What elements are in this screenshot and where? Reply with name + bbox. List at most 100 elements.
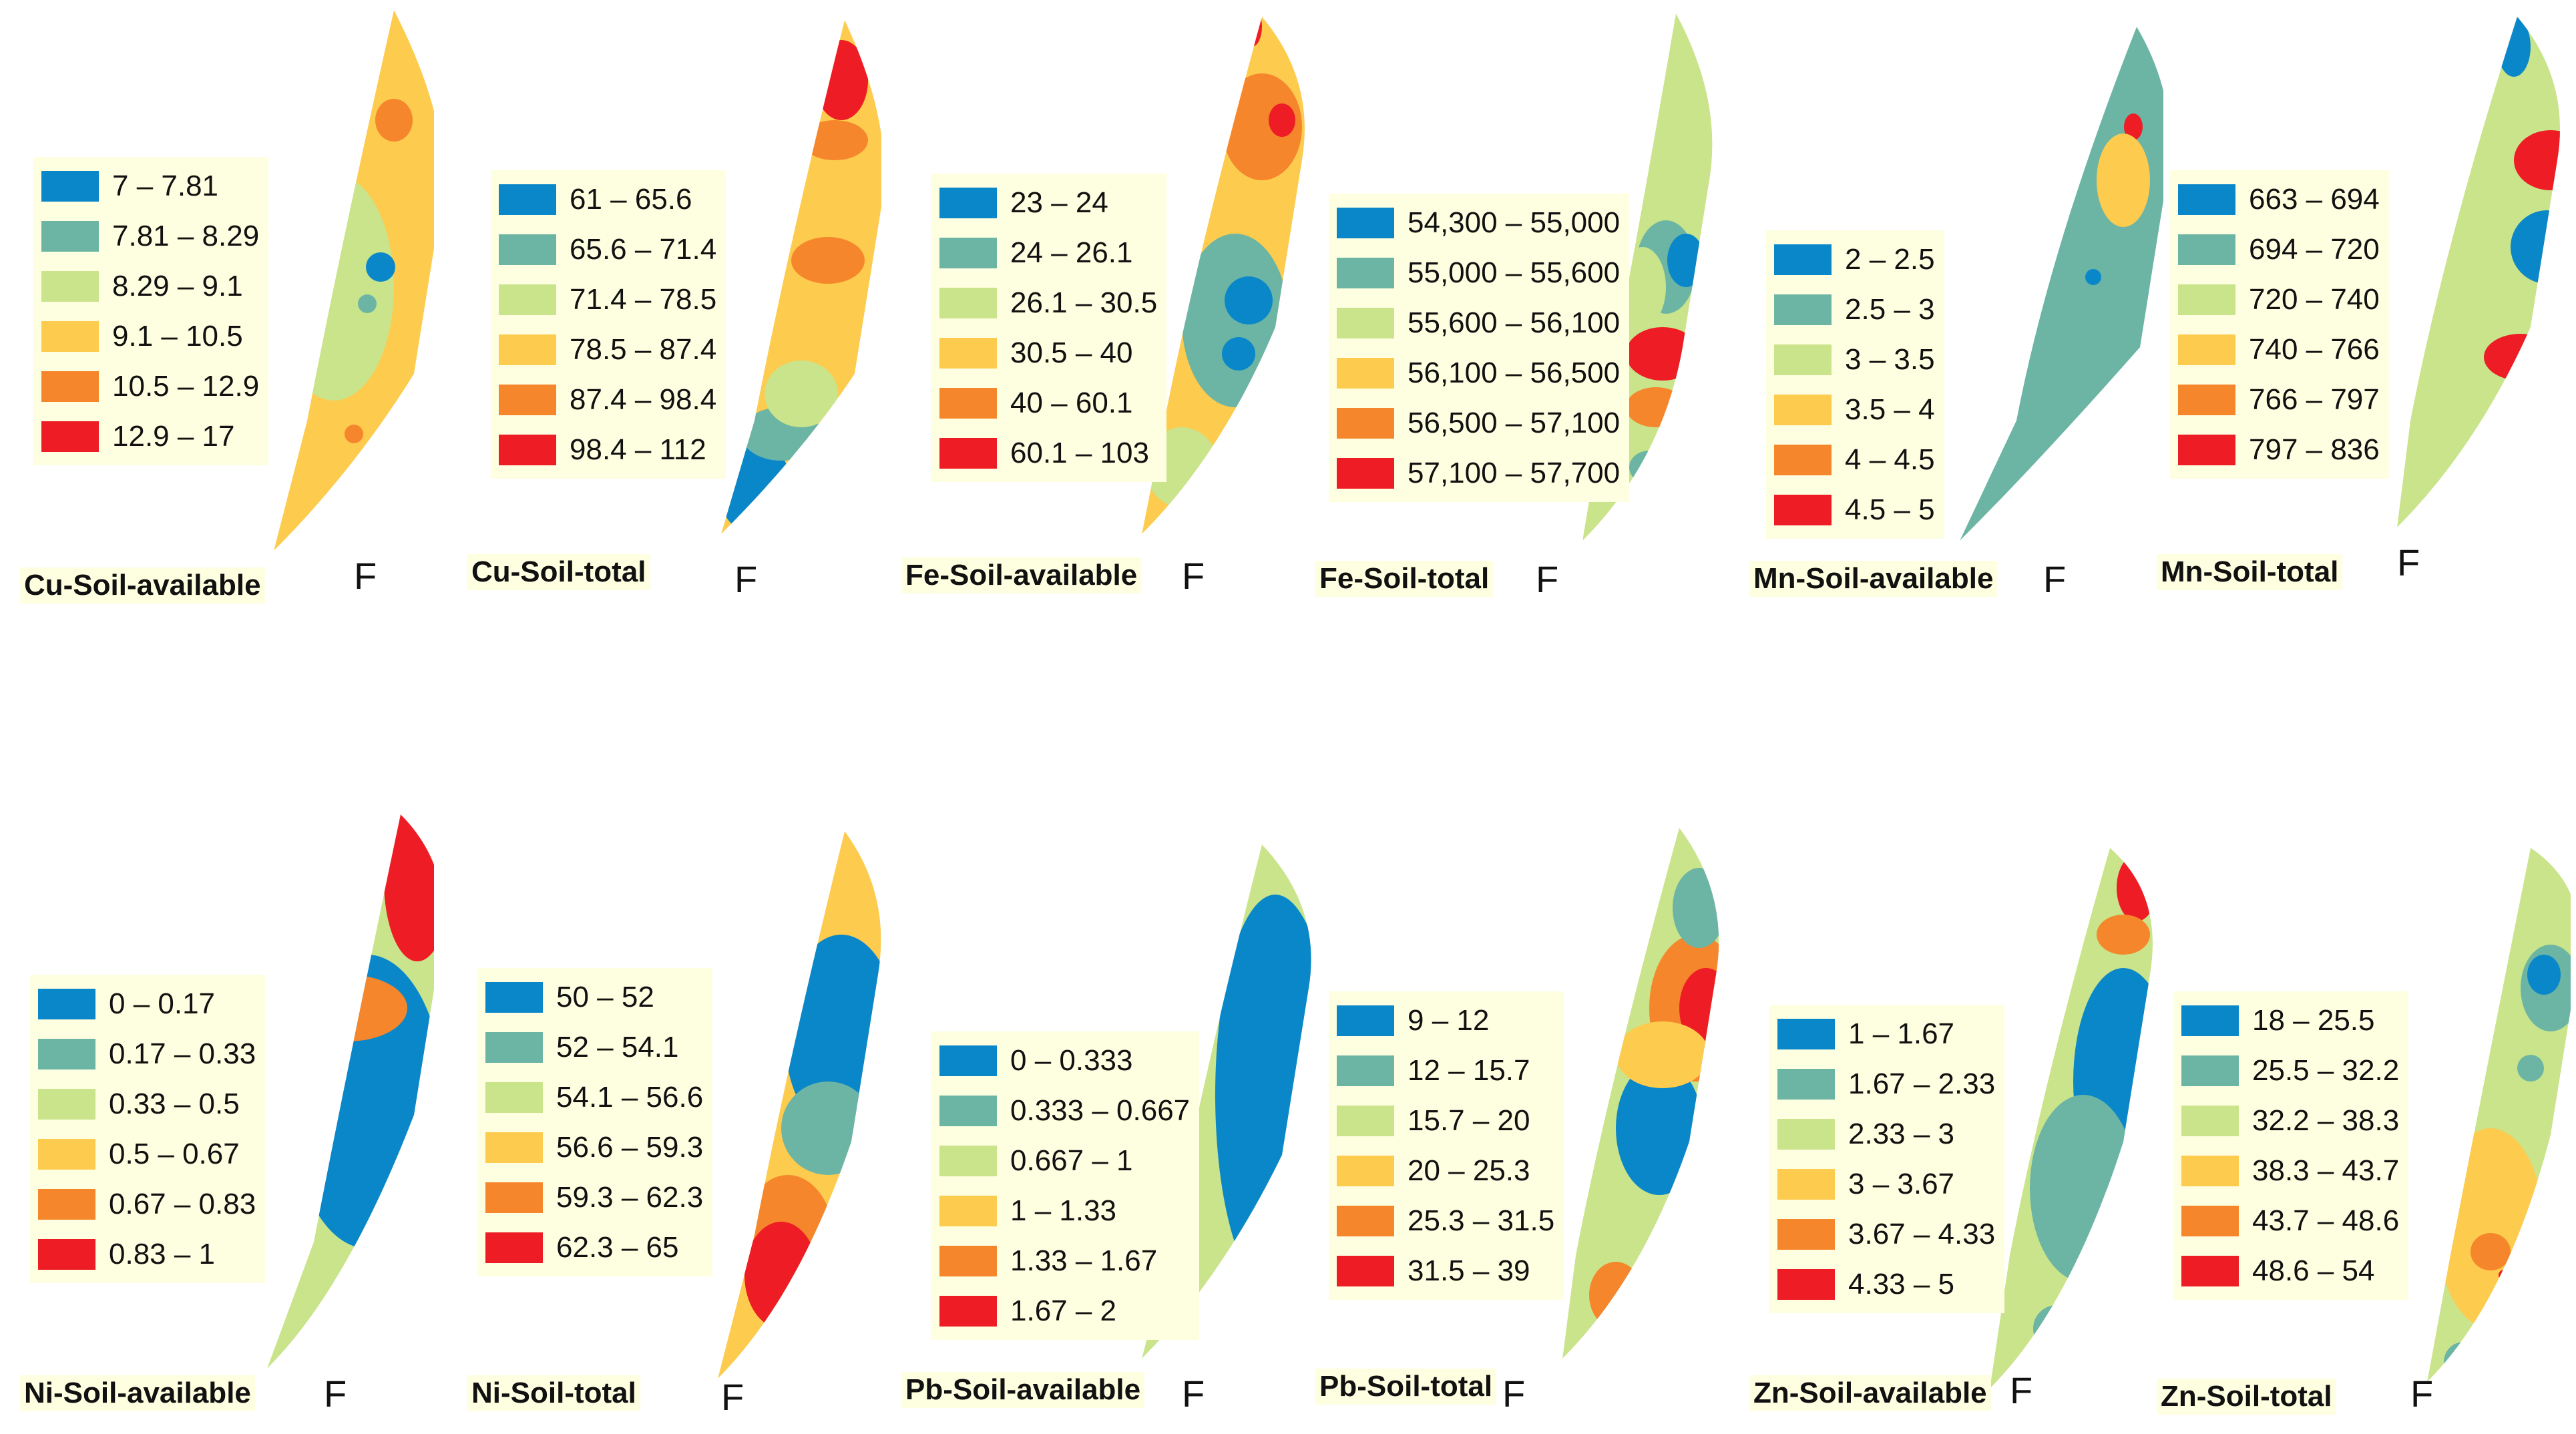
map-title: Cu-Soil-total bbox=[467, 554, 650, 590]
legend-label: 3 – 3.67 bbox=[1848, 1167, 1955, 1200]
legend-label: 3 – 3.5 bbox=[1845, 342, 1935, 376]
map-base-zone bbox=[2427, 848, 2571, 1382]
concentration-zone bbox=[1205, 1372, 1225, 1392]
map-title: Fe-Soil-available bbox=[901, 557, 1142, 593]
legend-row: 8.29 – 9.1 bbox=[41, 261, 259, 311]
map-base-zone bbox=[2397, 17, 2560, 527]
legend-label: 663 – 694 bbox=[2249, 182, 2380, 216]
legend-swatch bbox=[38, 1138, 95, 1170]
legend-swatch bbox=[1337, 1055, 1394, 1086]
legend-label: 1 – 1.33 bbox=[1010, 1194, 1117, 1227]
concentration-zone bbox=[2454, 461, 2514, 514]
legend-label: 55,000 – 55,600 bbox=[1408, 256, 1621, 289]
concentration-zone bbox=[2030, 1095, 2137, 1282]
concentration-zone bbox=[1242, 17, 1262, 47]
concentration-zone bbox=[1225, 276, 1273, 324]
concentration-zone bbox=[300, 1329, 341, 1369]
legend-row: 56.6 – 59.3 bbox=[485, 1122, 703, 1172]
legend-row: 24 – 26.1 bbox=[939, 228, 1157, 278]
legend-label: 1.33 – 1.67 bbox=[1010, 1244, 1158, 1277]
legend-label: 10.5 – 12.9 bbox=[112, 369, 260, 403]
legend-row: 2 – 2.5 bbox=[1774, 234, 1935, 284]
legend-label: 54,300 – 55,000 bbox=[1408, 206, 1621, 239]
legend-row: 54.1 – 56.6 bbox=[485, 1072, 703, 1122]
legend-swatch bbox=[485, 1031, 543, 1063]
legend-swatch bbox=[499, 184, 556, 215]
legend-label: 8.29 – 9.1 bbox=[112, 269, 243, 302]
concentration-zone bbox=[2085, 269, 2101, 285]
legend-row: 54,300 – 55,000 bbox=[1337, 198, 1620, 248]
legend-row: 15.7 – 20 bbox=[1337, 1096, 1554, 1146]
legend-row: 720 – 740 bbox=[2178, 274, 2380, 324]
legend-row: 0.83 – 1 bbox=[38, 1229, 256, 1279]
legend-label: 56,500 – 57,100 bbox=[1408, 406, 1621, 439]
concentration-zone bbox=[2517, 1055, 2544, 1082]
legend-swatch bbox=[939, 437, 997, 469]
legend-swatch bbox=[499, 434, 556, 465]
legend-label: 38.3 – 43.7 bbox=[2252, 1154, 2400, 1187]
legend-swatch bbox=[939, 187, 997, 218]
legend-label: 18 – 25.5 bbox=[2252, 1003, 2375, 1037]
map-title: Zn-Soil-total bbox=[2157, 1379, 2336, 1415]
map-title: Ni-Soil-available bbox=[20, 1375, 255, 1411]
legend-row: 7 – 7.81 bbox=[41, 161, 259, 211]
concentration-zone bbox=[801, 120, 868, 160]
legend-label: 62.3 – 65 bbox=[556, 1230, 679, 1264]
legend-row: 0 – 0.333 bbox=[939, 1035, 1190, 1086]
legend-label: 1 – 1.67 bbox=[1848, 1017, 1955, 1050]
concentration-zone bbox=[2527, 955, 2561, 995]
legend-swatch bbox=[1777, 1268, 1835, 1300]
legend-swatch bbox=[38, 988, 95, 1019]
legend-label: 9 – 12 bbox=[1408, 1003, 1490, 1037]
interpolation-map bbox=[1990, 848, 2153, 1389]
concentration-zone bbox=[274, 174, 394, 401]
legend-label: 32.2 – 38.3 bbox=[2252, 1104, 2400, 1137]
north-label: F bbox=[721, 1376, 744, 1418]
north-label: F bbox=[1502, 1373, 1526, 1415]
legend-swatch bbox=[485, 981, 543, 1013]
legend-swatch bbox=[1337, 407, 1394, 439]
legend-row: 71.4 – 78.5 bbox=[499, 274, 716, 324]
concentration-zone bbox=[1609, 514, 1636, 541]
north-label: F bbox=[1536, 558, 1559, 600]
legend-swatch bbox=[38, 1038, 95, 1069]
concentration-zone bbox=[2444, 1342, 2484, 1382]
legend-swatch bbox=[939, 1295, 997, 1327]
map-legend: 663 – 694 694 – 720 720 – 740 740 – 766 766 … bbox=[2170, 170, 2389, 479]
legend-swatch bbox=[485, 1182, 543, 1213]
legend-label: 2.5 – 3 bbox=[1845, 292, 1935, 326]
map-panel: 18 – 25.5 25.5 – 32.2 32.2 – 38.3 38.3 – 43… bbox=[2157, 814, 2571, 1415]
map-legend: 0 – 0.17 0.17 – 0.33 0.33 – 0.5 0.5 – 0.67 0… bbox=[30, 975, 266, 1283]
map-legend: 61 – 65.6 65.6 – 71.4 71.4 – 78.5 78.5 – 87… bbox=[491, 170, 726, 479]
legend-row: 4 – 4.5 bbox=[1774, 435, 1935, 485]
legend-label: 56.6 – 59.3 bbox=[556, 1130, 704, 1164]
legend-row: 0.33 – 0.5 bbox=[38, 1079, 256, 1129]
concentration-zone bbox=[2097, 134, 2150, 227]
legend-row: 0.5 – 0.67 bbox=[38, 1129, 256, 1179]
concentration-zone bbox=[2499, 1270, 2509, 1280]
legend-swatch bbox=[1777, 1168, 1835, 1200]
concentration-zone bbox=[2514, 130, 2560, 190]
legend-label: 7 – 7.81 bbox=[112, 169, 219, 202]
legend-label: 2.33 – 3 bbox=[1848, 1117, 1955, 1150]
interpolation-map bbox=[1960, 27, 2163, 541]
legend-row: 20 – 25.3 bbox=[1337, 1146, 1554, 1196]
legend-row: 3.5 – 4 bbox=[1774, 385, 1935, 435]
concentration-zone bbox=[345, 425, 363, 443]
legend-row: 0.333 – 0.667 bbox=[939, 1086, 1190, 1136]
legend-label: 48.6 – 54 bbox=[2252, 1254, 2375, 1287]
legend-label: 31.5 – 39 bbox=[1408, 1254, 1530, 1287]
legend-row: 12 – 15.7 bbox=[1337, 1045, 1554, 1096]
interpolation-map bbox=[1562, 828, 1719, 1359]
legend-label: 43.7 – 48.6 bbox=[2252, 1204, 2400, 1237]
legend-row: 60.1 – 103 bbox=[939, 428, 1157, 478]
legend-row: 766 – 797 bbox=[2178, 375, 2380, 425]
concentration-zone bbox=[1589, 1262, 1643, 1329]
legend-row: 694 – 720 bbox=[2178, 224, 2380, 274]
legend-row: 1 – 1.67 bbox=[1777, 1009, 1995, 1059]
map-title: Ni-Soil-total bbox=[467, 1375, 640, 1411]
legend-swatch bbox=[499, 284, 556, 315]
legend-label: 25.5 – 32.2 bbox=[2252, 1053, 2400, 1087]
concentration-zone bbox=[2471, 1233, 2511, 1270]
legend-row: 57,100 – 57,700 bbox=[1337, 448, 1620, 498]
